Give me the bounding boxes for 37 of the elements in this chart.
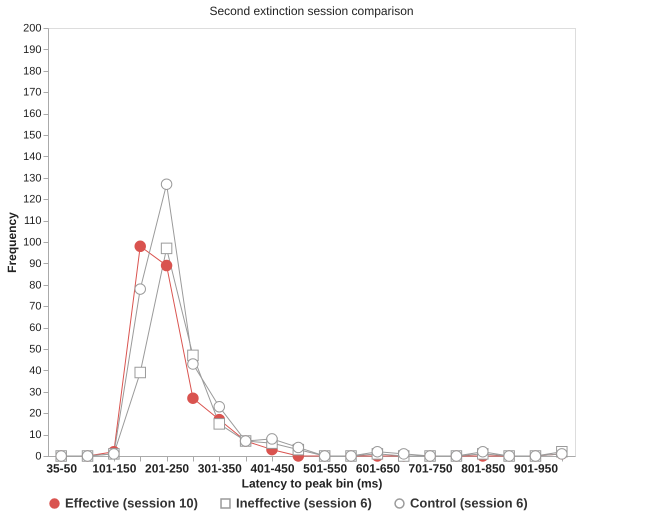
chart-title: Second extinction session comparison xyxy=(209,4,414,18)
x-tick-label: 701-750 xyxy=(408,462,453,476)
y-tick-label: 80 xyxy=(29,279,42,292)
x-tick-label: 601-650 xyxy=(356,462,400,476)
y-tick-label: 190 xyxy=(23,44,42,56)
y-tick-label: 130 xyxy=(23,172,42,184)
x-tick-label: 101-150 xyxy=(92,462,137,476)
legend-label: Effective (session 10) xyxy=(65,496,198,511)
x-tick-label: 401-450 xyxy=(250,462,295,476)
y-tick-label: 110 xyxy=(24,215,42,228)
y-tick-label: 10 xyxy=(29,429,42,442)
x-tick-label: 201-250 xyxy=(145,462,190,476)
y-tick-label: 70 xyxy=(29,300,42,313)
x-axis-title: Latency to peak bin (ms) xyxy=(242,476,382,490)
y-tick-label: 50 xyxy=(29,344,42,356)
y-tick-label: 140 xyxy=(23,150,42,163)
y-tick-label: 20 xyxy=(29,408,42,420)
y-tick-label: 100 xyxy=(23,236,42,248)
y-tick-label: 200 xyxy=(23,22,42,34)
y-tick-label: 180 xyxy=(23,65,42,78)
y-tick-label: 170 xyxy=(23,86,42,99)
x-tick-label: 501-550 xyxy=(303,462,348,476)
x-tick-label: 801-850 xyxy=(461,462,506,476)
legend-label: Ineffective (session 6) xyxy=(236,496,372,511)
y-axis-title: Frequency xyxy=(5,212,20,273)
y-tick-label: 160 xyxy=(23,108,42,120)
y-tick-label: 60 xyxy=(29,322,42,334)
y-tick-label: 120 xyxy=(23,194,42,206)
y-tick-label: 150 xyxy=(23,130,42,142)
legend-label: Control (session 6) xyxy=(410,496,528,511)
y-tick-label: 40 xyxy=(29,364,42,377)
y-tick-label: 30 xyxy=(29,386,42,398)
y-tick-label: 0 xyxy=(35,450,42,462)
x-tick-label: 35-50 xyxy=(46,462,78,476)
x-tick-label: 301-350 xyxy=(198,462,242,476)
x-tick-label: 901-950 xyxy=(514,462,558,476)
y-tick-label: 90 xyxy=(29,258,42,270)
